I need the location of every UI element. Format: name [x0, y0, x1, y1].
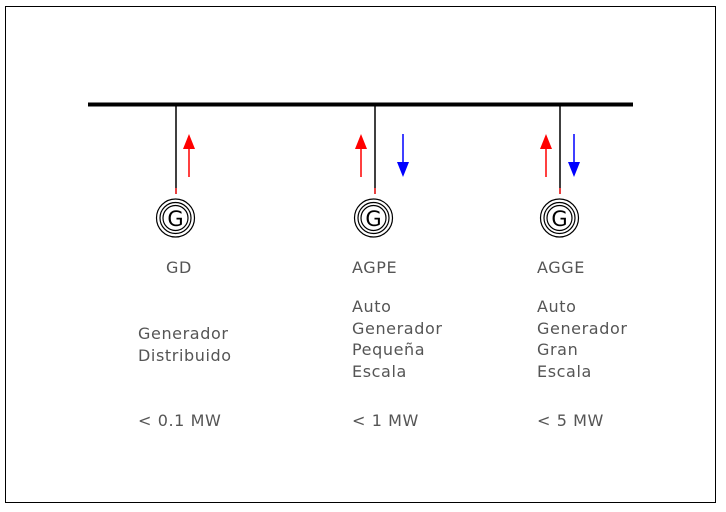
generator-symbol: G	[365, 207, 381, 231]
description-line: Generador	[537, 318, 628, 338]
description-line: Generador	[138, 324, 229, 343]
generator-icon: G	[155, 198, 196, 238]
unit-abbr: AGGE	[537, 258, 585, 277]
generator-icon: G	[539, 198, 580, 238]
arrow-up-icon	[540, 134, 552, 177]
unit-description: Auto Generador Pequeña Escala	[352, 296, 443, 382]
arrow-up-icon	[355, 134, 367, 177]
unit-capacity: < 5 MW	[537, 411, 604, 430]
unit-description: Generador Distribuido	[138, 323, 232, 366]
arrow-up-icon	[183, 134, 195, 177]
diagram-frame	[5, 6, 716, 503]
unit-abbr: AGPE	[352, 258, 398, 277]
description-line: Pequeña	[352, 340, 426, 359]
unit-description: Auto Generador Gran Escala	[537, 296, 628, 382]
unit-capacity: < 0.1 MW	[138, 411, 222, 430]
description-line: Escala	[537, 361, 592, 381]
unit-gd: G	[155, 106, 196, 238]
description-line: Gran	[537, 340, 579, 359]
description-line: Auto	[352, 297, 392, 316]
description-line: Escala	[352, 361, 407, 381]
description-line: Distribuido	[138, 345, 232, 365]
generator-symbol: G	[167, 207, 183, 231]
arrow-down-icon	[568, 134, 580, 177]
generator-icon: G	[353, 198, 394, 238]
unit-agge: G	[539, 106, 580, 238]
description-line: Auto	[537, 297, 577, 316]
generator-symbol: G	[551, 207, 567, 231]
arrow-down-icon	[397, 134, 409, 177]
unit-agpe: G	[353, 106, 409, 238]
unit-capacity: < 1 MW	[352, 411, 419, 430]
description-line: Generador	[352, 318, 443, 338]
unit-abbr: GD	[166, 258, 192, 277]
